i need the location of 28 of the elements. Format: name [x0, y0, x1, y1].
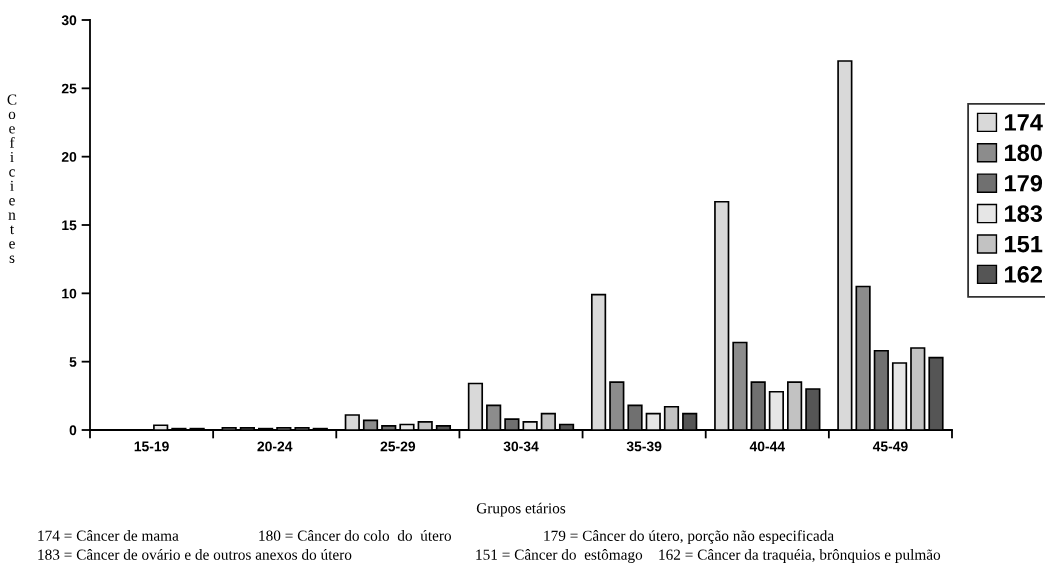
x-axis-title: Grupos etários — [476, 502, 566, 517]
text: Coeficientes — [7, 94, 17, 263]
legend-label: 162 — [1005, 266, 1042, 283]
text: 183 = Câncer de ovário e de outros anexos do útero — [38, 549, 352, 560]
legend-label: 174 — [1005, 114, 1043, 131]
y-tick-label: 10 — [62, 288, 77, 299]
y-tick-label: 15 — [62, 220, 77, 231]
x-tick-label: 15-19 — [134, 441, 169, 452]
text: 151 = Câncer do estômago — [476, 549, 643, 563]
text: 174 = Câncer de mama — [38, 530, 179, 541]
y-tick-label: 0 — [69, 425, 77, 436]
legend-label: 151 — [1005, 235, 1043, 253]
x-tick-label: 25-29 — [380, 441, 416, 452]
y-tick-label: 30 — [61, 15, 77, 26]
legend-label: 183 — [1005, 205, 1043, 223]
y-tick-label: 20 — [61, 152, 77, 162]
x-tick-label: 20-24 — [257, 441, 293, 452]
y-tick-label: 25 — [61, 83, 77, 94]
text: 162 = Câncer da traquéia, brônquios e pulmão — [659, 549, 941, 563]
x-tick-label: 30-34 — [503, 441, 539, 452]
legend-label: 179 — [1005, 174, 1043, 192]
text: 180 = Câncer do colo do útero — [259, 530, 452, 541]
x-tick-label: 45-49 — [872, 441, 908, 452]
text: 179 = Câncer do útero, porção não especificada — [544, 529, 834, 545]
x-tick-label: 40-44 — [749, 441, 785, 452]
x-tick-label: 35-39 — [626, 441, 662, 452]
legend-label: 180 — [1005, 144, 1042, 162]
y-tick-label: 5 — [69, 357, 77, 367]
